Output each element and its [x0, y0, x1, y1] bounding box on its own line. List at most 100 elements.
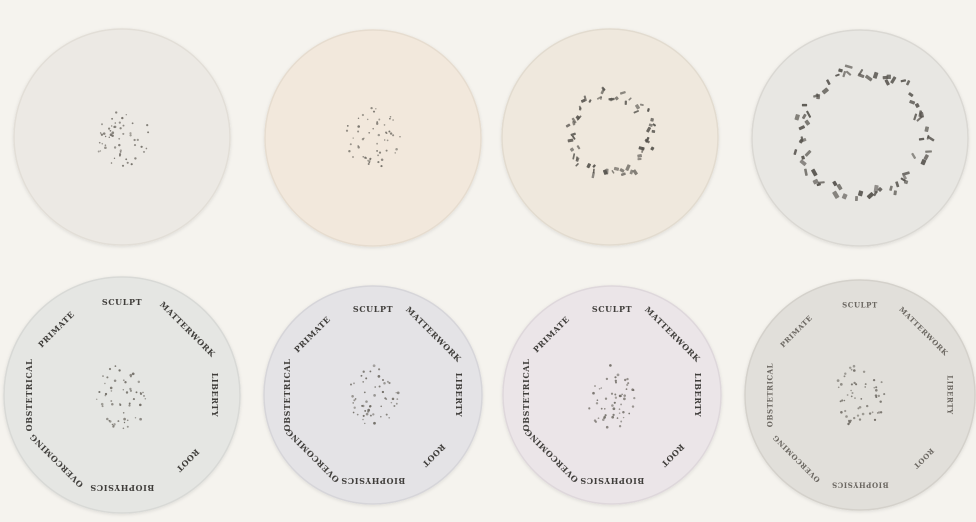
particle-dot	[388, 381, 391, 385]
letter-fragment	[925, 150, 932, 153]
letter-fragment	[591, 172, 595, 179]
particle-dot	[117, 420, 120, 423]
letter-fragment	[872, 71, 879, 79]
particle-dot	[113, 157, 116, 159]
particle-dot	[353, 406, 356, 409]
particle-dot	[126, 161, 129, 164]
particle-dot	[113, 379, 117, 383]
particle-dot	[109, 386, 113, 390]
particle-dot	[100, 133, 104, 136]
rim-word: SCULPT	[842, 300, 878, 309]
particle-dot	[142, 391, 144, 394]
particle-dot	[142, 150, 146, 153]
particle-dot	[868, 412, 872, 415]
letter-fragment	[571, 117, 577, 124]
particle-dot	[364, 422, 366, 425]
letter-fragment	[842, 70, 847, 78]
particle-dot	[110, 390, 113, 392]
particle-dot	[380, 405, 382, 408]
letter-fragment	[639, 103, 644, 107]
particle-dot	[848, 366, 852, 370]
disc-surface	[502, 285, 722, 505]
particle-dot	[106, 417, 109, 421]
particle-dot	[396, 398, 399, 400]
rim-word: BIOPHYSICS	[90, 483, 154, 493]
particle-dot	[633, 396, 636, 400]
particle-dot	[139, 403, 142, 407]
letter-fragment	[575, 163, 579, 167]
particle-dot	[850, 395, 853, 398]
particle-dot	[395, 147, 398, 151]
letter-fragment	[882, 75, 888, 80]
particle-dot	[604, 414, 607, 417]
particle-dot	[364, 156, 367, 159]
particle-dot	[139, 417, 142, 421]
particle-dot	[146, 123, 149, 127]
particle-dot	[369, 414, 372, 417]
letter-fragment	[804, 119, 811, 126]
letter-fragment	[592, 164, 596, 168]
letter-fragment	[835, 73, 840, 77]
particle-dot	[362, 414, 365, 417]
particle-dot	[111, 402, 114, 406]
particle-dot	[836, 379, 840, 382]
particle-dot	[384, 139, 386, 141]
particle-dot	[843, 375, 846, 378]
particle-dot	[364, 409, 367, 412]
particle-dot	[873, 418, 877, 422]
particle-dot	[122, 124, 125, 127]
particle-dot	[101, 142, 104, 145]
particle-dot	[352, 156, 354, 158]
letter-fragment	[916, 115, 923, 122]
particle-dot	[625, 388, 628, 390]
particle-dot	[134, 417, 137, 419]
particle-dot	[620, 403, 623, 406]
letter-fragment	[816, 182, 821, 187]
letter-fragment	[592, 168, 595, 174]
particle-dot	[118, 137, 121, 140]
letter-fragment	[844, 64, 853, 69]
particle-dot	[628, 412, 631, 415]
letter-fragment	[794, 114, 800, 121]
particle-dot	[128, 404, 131, 407]
particle-dot	[352, 137, 354, 139]
particle-dot	[631, 405, 635, 408]
letter-fragment	[865, 74, 873, 82]
letter-fragment	[586, 163, 592, 169]
particle-dot	[112, 425, 115, 428]
particle-dot	[858, 405, 862, 409]
particle-dot	[844, 372, 847, 375]
particle-dot	[627, 382, 630, 385]
particle-dot	[380, 165, 383, 168]
particle-dot	[622, 411, 625, 414]
particle-dot	[588, 407, 591, 410]
letter-fragment	[652, 123, 656, 127]
particle-dot	[595, 402, 599, 405]
particle-dot	[111, 423, 114, 426]
particle-dot	[377, 375, 381, 378]
particle-dot	[357, 130, 360, 133]
particle-dot	[139, 392, 143, 395]
letter-fragment	[798, 125, 806, 131]
particle-dot	[618, 408, 621, 410]
particle-dot	[109, 129, 112, 132]
letter-fragment	[647, 108, 650, 112]
particle-dot	[378, 368, 381, 371]
particle-dot	[844, 409, 847, 413]
particle-dot	[122, 389, 125, 391]
letter-fragment	[838, 68, 843, 73]
rim-word: OBSTETRICAL	[282, 359, 292, 432]
particle-dot	[372, 110, 376, 113]
letter-fragment	[908, 92, 914, 98]
particle-dot	[839, 400, 842, 403]
rim-word: SCULPT	[592, 304, 632, 314]
letter-fragment	[841, 193, 848, 200]
particle-dot	[376, 142, 378, 145]
particle-dot	[373, 394, 376, 397]
particle-dot	[108, 127, 111, 130]
particle-dot	[871, 411, 874, 414]
particle-dot	[111, 131, 115, 135]
particle-dot	[345, 129, 349, 132]
disc-top-2	[264, 29, 482, 247]
letter-fragment	[821, 87, 829, 95]
